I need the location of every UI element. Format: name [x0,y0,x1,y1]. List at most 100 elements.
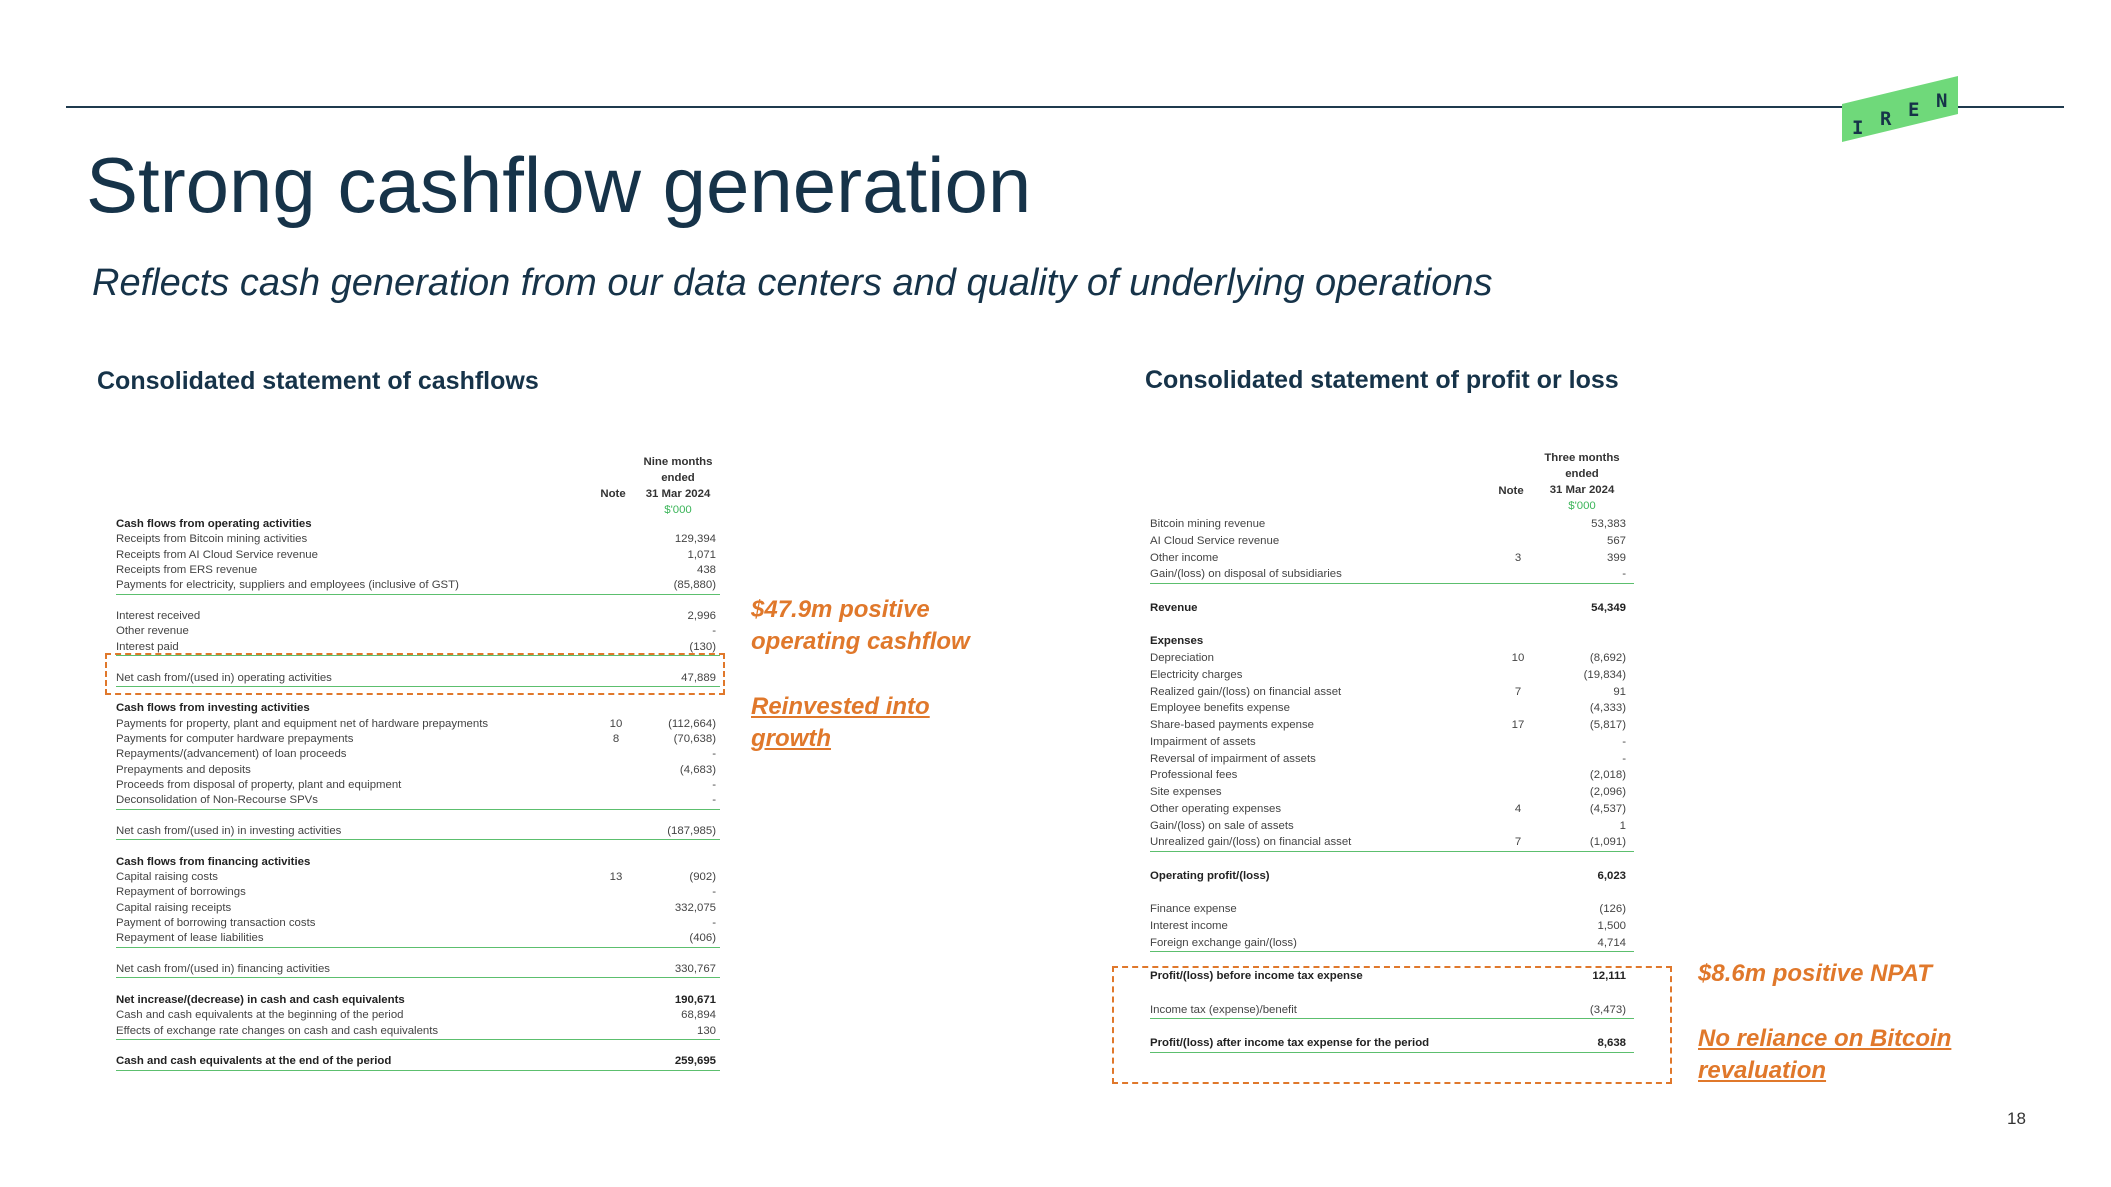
logo-letter-n: N [1936,90,1947,112]
row-value: (902) [689,871,716,884]
row-label: Repayment of borrowings [116,886,246,899]
row-value: - [712,794,716,807]
row-label: Repayments/(advancement) of loan proceed… [116,748,347,761]
reinvested-callout: Reinvested into growth [751,691,930,755]
table-row: AI Cloud Service revenue 567 [1150,534,1634,549]
table-row: Other operating expenses 4 (4,537) [1150,802,1634,817]
row-note: 10 [1511,652,1525,664]
table-row [116,839,720,854]
logo-letter-r: R [1880,108,1892,130]
table-row [116,1039,720,1054]
table-row: Other revenue - [116,624,720,639]
row-value: (1,091) [1589,836,1626,849]
row-value: 438 [696,564,716,577]
row-value: - [712,778,716,791]
table-row: Payments for property, plant and equipme… [116,717,720,732]
row-label: Cash and cash equivalents at the end of … [116,1055,392,1068]
table-row: Revenue 54,349 [1150,601,1634,616]
row-value: - [712,886,716,899]
table-row: Operating profit/(loss) 6,023 [1150,869,1634,884]
row-note: 13 [609,871,623,884]
row-label: Site expenses [1150,786,1222,798]
table-row: Foreign exchange gain/(loss) 4,714 [1150,936,1634,953]
row-value: 2,996 [687,610,716,623]
row-value: (4,537) [1589,802,1626,815]
table-row [116,809,720,824]
table-row: Professional fees (2,018) [1150,768,1634,783]
row-label: Payments for electricity, suppliers and … [116,579,459,592]
row-label: Interest income [1150,920,1228,932]
table-row: Share-based payments expense 17 (5,817) [1150,718,1634,733]
row-label: Net cash from/(used in) in investing act… [116,825,342,837]
cashflow-note-header: Note [600,488,626,500]
table-row: Payment of borrowing transaction costs - [116,916,720,931]
row-value: 1,071 [687,548,716,561]
table-row: Profit/(loss) after income tax expense f… [1150,1036,1634,1053]
bitcoin-reliance-callout-line2: revaluation [1698,1057,1827,1084]
row-label: Repayment of lease liabilities [116,932,264,945]
table-row: Expenses [1150,634,1634,649]
table-row: Receipts from AI Cloud Service revenue 1,… [116,548,720,563]
row-value: 47,889 [681,671,716,684]
row-label: Interest paid [116,640,179,653]
row-value: (4,683) [679,763,716,776]
table-row [1150,584,1634,599]
row-label: Electricity charges [1150,668,1243,681]
row-label: Interest received [116,610,201,623]
row-value: - [1622,568,1626,581]
row-value: 567 [1606,534,1626,547]
row-label: Effects of exchange rate changes on cash… [116,1024,439,1037]
table-row: Cash and cash equivalents at the end of … [116,1054,720,1071]
bitcoin-reliance-callout: No reliance on Bitcoin revaluation [1698,1023,1951,1087]
row-value: 54,349 [1591,601,1626,614]
table-row: Net cash from/(used in) in investing act… [116,824,720,841]
row-label: Deconsolidation of Non-Recourse SPVs [116,794,318,807]
table-row: Cash flows from investing activities [116,701,720,716]
table-row: Income tax (expense)/benefit (3,473) [1150,1003,1634,1020]
row-label: Professional fees [1150,769,1238,782]
row-label: Gain/(loss) on sale of assets [1150,819,1294,832]
row-value: 1 [1619,819,1626,832]
row-value: - [712,748,716,761]
cashflow-period-header: Nine months ended 31 Mar 2024 $'000 [643,456,713,516]
row-label: Net cash from/(used in) operating activi… [116,671,332,684]
table-row: Employee benefits expense (4,333) [1150,701,1634,716]
table-row: Effects of exchange rate changes on cash… [116,1024,720,1040]
row-value: (3,473) [1589,1003,1626,1016]
table-row: Receipts from ERS revenue 438 [116,563,720,578]
logo-letter-e: E [1908,99,1919,121]
row-label: Depreciation [1150,652,1214,664]
row-value: - [712,917,716,930]
row-label: Capital raising receipts [116,901,232,914]
npat-callout: $8.6m positive NPAT [1698,960,1932,987]
row-label: Receipts from AI Cloud Service revenue [116,548,318,561]
row-value: 53,383 [1591,518,1626,530]
row-value: (130) [689,640,716,653]
operating-cashflow-callout: $47.9m positive operating cashflow [751,594,970,658]
row-label: Profit/(loss) before income tax expense [1150,970,1363,983]
row-label: Gain/(loss) on disposal of subsidiaries [1150,568,1342,581]
row-label: Other operating expenses [1150,802,1282,815]
row-label: Income tax (expense)/benefit [1150,1003,1297,1016]
row-value: (126) [1599,903,1626,916]
row-value: (19,834) [1583,668,1626,681]
row-label: Payment of borrowing transaction costs [116,917,316,930]
row-label: Capital raising costs [116,871,218,884]
table-row: Cash and cash equivalents at the beginni… [116,1008,720,1023]
row-note: 7 [1514,836,1522,849]
table-row: Proceeds from disposal of property, plan… [116,778,720,793]
row-value: 91 [1613,685,1626,698]
row-label: Cash flows from financing activities [116,855,311,868]
operating-cashflow-highlight [105,653,725,695]
profit-loss-section-title: Consolidated statement of profit or loss [1145,366,1619,394]
table-row [1150,886,1634,901]
table-row [1150,618,1634,633]
row-value: 12,111 [1592,970,1626,983]
row-value: 259,695 [674,1055,716,1068]
table-row: Reversal of impairment of assets - [1150,752,1634,767]
table-row: Interest income 1,500 [1150,919,1634,934]
row-value: - [712,625,716,638]
table-row: Net cash from/(used in) operating activi… [116,671,720,687]
row-label: Share-based payments expense [1150,719,1315,731]
row-label: Payments for computer hardware prepaymen… [116,732,354,745]
